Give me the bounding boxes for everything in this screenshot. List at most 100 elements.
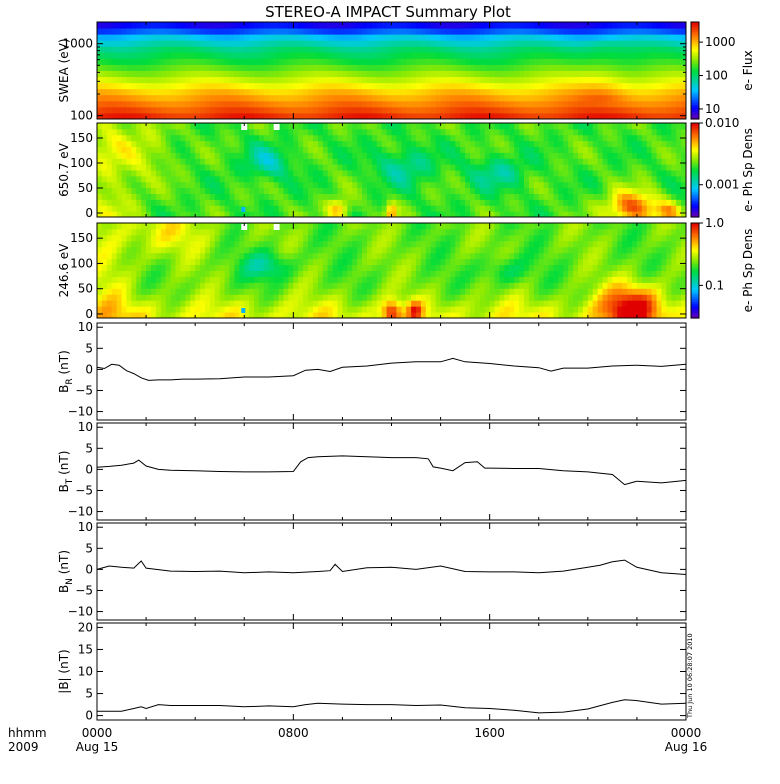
heatmap-cell xyxy=(676,22,681,29)
heatmap-cell xyxy=(234,34,239,41)
heatmap-cell xyxy=(676,147,681,153)
heatmap-cell xyxy=(392,199,397,205)
heatmap-cell xyxy=(441,46,446,53)
heatmap-cell xyxy=(338,28,343,35)
heatmap-cell xyxy=(396,58,401,65)
heatmap-cell xyxy=(372,95,377,102)
heatmap-cell xyxy=(549,28,554,35)
heatmap-cell xyxy=(504,170,509,176)
heatmap-cell xyxy=(347,294,352,300)
heatmap-cell xyxy=(411,107,416,114)
heatmap-cell xyxy=(563,101,568,108)
heatmap-cell xyxy=(382,123,387,129)
heatmap-cell xyxy=(470,176,475,182)
heatmap-cell xyxy=(431,135,436,141)
heatmap-cell xyxy=(112,158,117,164)
heatmap-cell xyxy=(598,34,603,41)
heatmap-cell xyxy=(107,64,112,71)
heatmap-cell xyxy=(357,22,362,29)
heatmap-cell xyxy=(637,83,642,90)
heatmap-cell xyxy=(313,265,318,271)
heatmap-cell xyxy=(122,300,127,306)
heatmap-cell xyxy=(431,182,436,188)
heatmap-cell xyxy=(392,77,397,84)
heatmap-cell xyxy=(269,83,274,90)
heatmap-cell xyxy=(362,223,367,229)
heatmap-cell xyxy=(205,58,210,65)
heatmap-cell xyxy=(490,52,495,59)
heatmap-cell xyxy=(504,89,509,96)
heatmap-cell xyxy=(313,223,318,229)
heatmap-cell xyxy=(333,164,338,170)
heatmap-cell xyxy=(166,101,171,108)
heatmap-cell xyxy=(607,40,612,47)
heatmap-cell xyxy=(136,241,141,247)
heatmap-cell xyxy=(382,147,387,153)
heatmap-cell xyxy=(578,28,583,35)
heatmap-cell xyxy=(328,40,333,47)
heatmap-cell xyxy=(377,170,382,176)
heatmap-cell xyxy=(210,176,215,182)
heatmap-cell xyxy=(573,152,578,158)
heatmap-cell xyxy=(151,276,156,282)
heatmap-cell xyxy=(146,194,151,200)
heatmap-cell xyxy=(288,152,293,158)
heatmap-cell xyxy=(131,83,136,90)
heatmap-cell xyxy=(205,101,210,108)
heatmap-cell xyxy=(328,123,333,129)
heatmap-cell xyxy=(234,71,239,78)
heatmap-cell xyxy=(657,22,662,29)
heatmap-cell xyxy=(676,71,681,78)
heatmap-cell xyxy=(362,58,367,65)
heatmap-cell xyxy=(141,64,146,71)
heatmap-cell xyxy=(401,147,406,153)
heatmap-cell xyxy=(102,253,107,259)
heatmap-cell xyxy=(666,135,671,141)
heatmap-cell xyxy=(131,235,136,241)
heatmap-cell xyxy=(264,89,269,96)
heatmap-cell xyxy=(176,34,181,41)
heatmap-cell xyxy=(288,77,293,84)
heatmap-cell xyxy=(195,300,200,306)
heatmap-cell xyxy=(328,176,333,182)
heatmap-cell xyxy=(396,77,401,84)
heatmap-cell xyxy=(220,259,225,265)
heatmap-cell xyxy=(549,152,554,158)
heatmap-cell xyxy=(617,182,622,188)
heatmap-cell xyxy=(102,276,107,282)
heatmap-cell xyxy=(372,205,377,211)
heatmap-cell xyxy=(328,235,333,241)
heatmap-cell xyxy=(450,83,455,90)
heatmap-cell xyxy=(205,294,210,300)
heatmap-cell xyxy=(171,276,176,282)
heatmap-cell xyxy=(573,71,578,78)
heatmap-cell xyxy=(293,194,298,200)
heatmap-cell xyxy=(362,194,367,200)
heatmap-cell xyxy=(180,34,185,41)
heatmap-cell xyxy=(647,123,652,129)
heatmap-cell xyxy=(666,147,671,153)
heatmap-cell xyxy=(131,152,136,158)
heatmap-cell xyxy=(230,276,235,282)
heatmap-cell xyxy=(568,101,573,108)
heatmap-cell xyxy=(205,147,210,153)
heatmap-cell xyxy=(293,306,298,312)
heatmap-cell xyxy=(563,22,568,29)
heatmap-cell xyxy=(558,152,563,158)
heatmap-cell xyxy=(671,188,676,194)
heatmap-cell xyxy=(603,135,608,141)
heatmap-cell xyxy=(284,83,289,90)
heatmap-cell xyxy=(259,135,264,141)
heatmap-cell xyxy=(171,89,176,96)
heatmap-cells xyxy=(97,223,687,319)
heatmap-cell xyxy=(200,64,205,71)
heatmap-cell xyxy=(396,164,401,170)
heatmap-cell xyxy=(352,306,357,312)
heatmap-cell xyxy=(126,176,131,182)
heatmap-cell xyxy=(426,95,431,102)
heatmap-cell xyxy=(460,147,465,153)
heatmap-cell xyxy=(234,107,239,114)
heatmap-cell xyxy=(347,77,352,84)
heatmap-cell xyxy=(622,52,627,59)
heatmap-cell xyxy=(563,194,568,200)
